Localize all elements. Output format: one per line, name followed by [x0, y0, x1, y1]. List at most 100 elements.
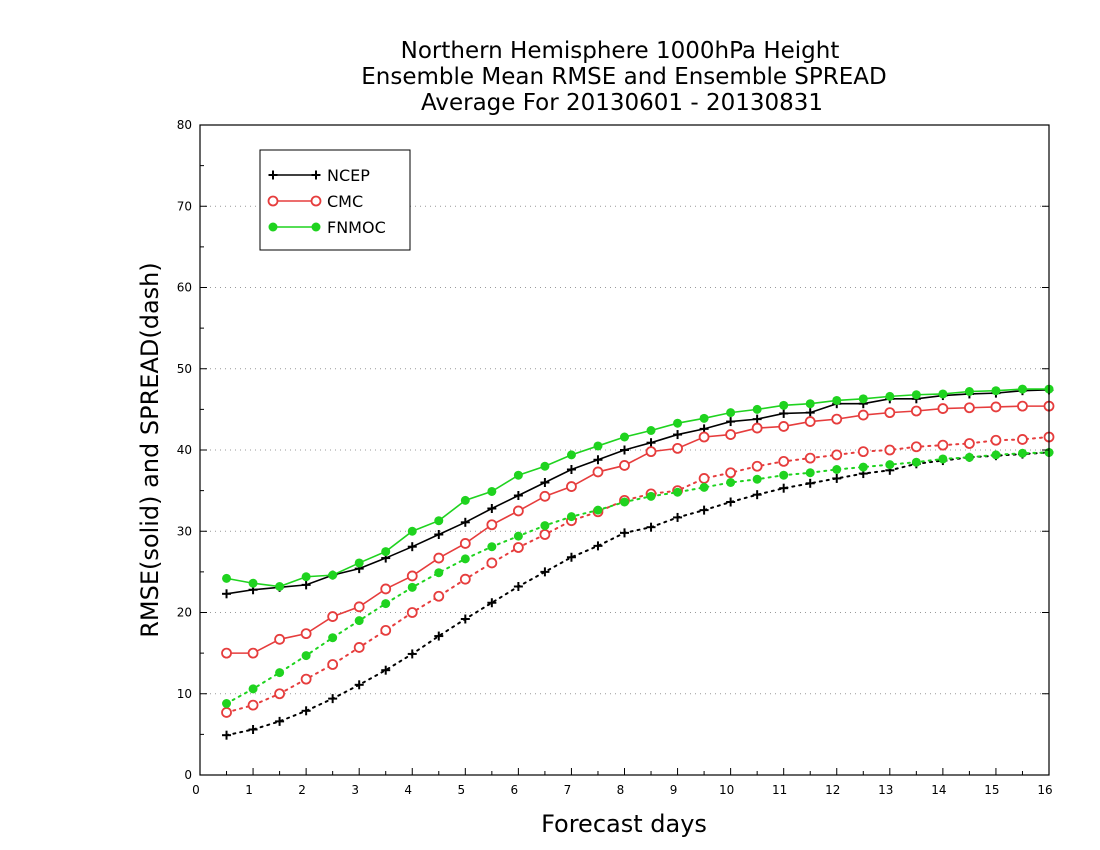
- fnmoc-spread-line: [225, 451, 1050, 705]
- x-axis-label: Forecast days: [541, 810, 707, 838]
- fnmoc-spread-point: [938, 454, 948, 464]
- x-tick-label: 6: [511, 783, 519, 797]
- cmc-rmse-point: [990, 401, 1002, 413]
- fnmoc-spread-point: [275, 668, 285, 678]
- cmc-rmse-point: [964, 402, 975, 414]
- fnmoc-spread-point: [434, 568, 444, 578]
- cmc-spread-point: [857, 446, 869, 458]
- cmc-rmse-point: [725, 429, 737, 440]
- fnmoc-spread-point: [354, 616, 364, 626]
- fnmoc-rmse-point: [858, 394, 868, 404]
- fnmoc-rmse-point: [964, 387, 974, 396]
- ncep-spread-point: [540, 567, 550, 577]
- cmc-rmse-point: [619, 460, 630, 471]
- fnmoc-rmse-point: [752, 404, 762, 414]
- fnmoc-spread-point: [301, 651, 311, 661]
- cmc-spread-point: [698, 473, 710, 484]
- fnmoc-rmse-point: [911, 390, 921, 400]
- fnmoc-rmse-point: [805, 399, 815, 409]
- ncep-spread-point: [275, 716, 285, 726]
- x-axis: 0 1 2 3 4 5 6 7 8 9 10 11 12 13 14 15 16: [192, 768, 1053, 797]
- fnmoc-rmse-point: [513, 470, 523, 480]
- fnmoc-rmse-point: [885, 391, 895, 401]
- x-tick-label: 3: [351, 783, 359, 797]
- cmc-rmse-point: [247, 647, 259, 659]
- ncep-spread-point: [222, 730, 232, 740]
- ncep-spread-point: [646, 522, 656, 532]
- legend-label-cmc: CMC: [327, 192, 363, 211]
- ncep-rmse-point: [805, 408, 815, 418]
- fnmoc-rmse-point: [991, 386, 1001, 396]
- x-tick-label: 13: [878, 783, 893, 797]
- title-line-3: Average For 20130601 - 20130831: [421, 90, 823, 116]
- fnmoc-spread-point: [991, 450, 1001, 460]
- ncep-spread-point: [381, 665, 391, 675]
- ncep-rmse-point: [301, 580, 311, 590]
- ncep-rmse-point: [779, 408, 789, 418]
- fnmoc-spread-point: [620, 497, 629, 507]
- ncep-spread-point: [699, 505, 709, 515]
- cmc-spread-point: [725, 467, 737, 479]
- ncep-spread-point: [593, 541, 603, 551]
- ncep-spread-point: [354, 680, 364, 690]
- legend-label-ncep: NCEP: [327, 166, 370, 185]
- x-tick-label: 1: [245, 783, 253, 797]
- fnmoc-spread-point: [566, 512, 576, 522]
- cmc-spread-point: [910, 441, 922, 453]
- cmc-spread-point: [778, 455, 790, 467]
- cmc-spread-point: [221, 707, 232, 718]
- fnmoc-rmse-point: [248, 578, 258, 588]
- ncep-rmse-point: [222, 589, 232, 599]
- cmc-rmse-point: [433, 552, 445, 564]
- fnmoc-rmse-point: [593, 441, 603, 451]
- cmc-rmse-point: [672, 442, 683, 454]
- cmc-spread-point: [804, 452, 816, 464]
- cmc-spread-point: [380, 624, 392, 636]
- fnmoc-rmse-point: [646, 426, 656, 435]
- y-tick-label: 40: [177, 443, 192, 457]
- cmc-rmse-point: [751, 422, 763, 434]
- cmc-spread-point: [884, 444, 896, 456]
- fnmoc-spread-point: [726, 478, 736, 487]
- fnmoc-rmse-point: [487, 486, 497, 496]
- cmc-rmse-point: [353, 601, 365, 613]
- legend: NCEP CMC FNMOC: [259, 149, 411, 251]
- ncep-rmse-line: [226, 389, 1050, 595]
- fnmoc-rmse-point: [407, 526, 417, 536]
- fnmoc-spread-point: [858, 462, 868, 472]
- ncep-spread-point: [513, 582, 523, 591]
- fnmoc-rmse-point: [620, 432, 629, 442]
- cmc-spread-point: [247, 699, 259, 711]
- fnmoc-spread-point: [646, 491, 656, 501]
- cmc-rmse-point: [698, 431, 710, 443]
- fnmoc-spread-point: [222, 699, 232, 708]
- ncep-spread-point: [434, 631, 444, 641]
- cmc-rmse-point: [857, 409, 869, 421]
- legend-marker-ncep: [311, 170, 321, 180]
- fnmoc-rmse-point: [275, 582, 285, 591]
- fnmoc-rmse-line: [226, 388, 1049, 588]
- x-tick-label: 7: [564, 783, 572, 797]
- y-tick-label: 50: [177, 362, 192, 376]
- fnmoc-spread-point: [460, 554, 470, 564]
- cmc-spread-point: [486, 557, 498, 569]
- ncep-rmse-point: [460, 517, 470, 527]
- fnmoc-rmse-point: [1017, 384, 1027, 394]
- fnmoc-spread-point: [1017, 448, 1027, 458]
- x-tick-label: 15: [984, 783, 999, 797]
- fnmoc-rmse-point: [699, 413, 709, 423]
- title-line-2: Ensemble Mean RMSE and Ensemble SPREAD: [361, 64, 886, 90]
- x-tick-label: 11: [772, 783, 787, 797]
- cmc-rmse-point: [778, 421, 790, 432]
- legend-marker-fnmoc: [268, 222, 278, 232]
- cmc-spread-line: [225, 436, 1050, 714]
- legend-box: [259, 149, 411, 251]
- fnmoc-spread-point: [407, 582, 417, 592]
- fnmoc-spread-point: [593, 505, 603, 515]
- x-tick-label: 12: [825, 783, 840, 797]
- cmc-rmse-point: [1017, 400, 1028, 412]
- ncep-rmse-point: [646, 438, 656, 448]
- ncep-spread-point: [620, 528, 629, 538]
- cmc-rmse-point: [804, 416, 816, 427]
- fnmoc-spread-point: [699, 482, 709, 492]
